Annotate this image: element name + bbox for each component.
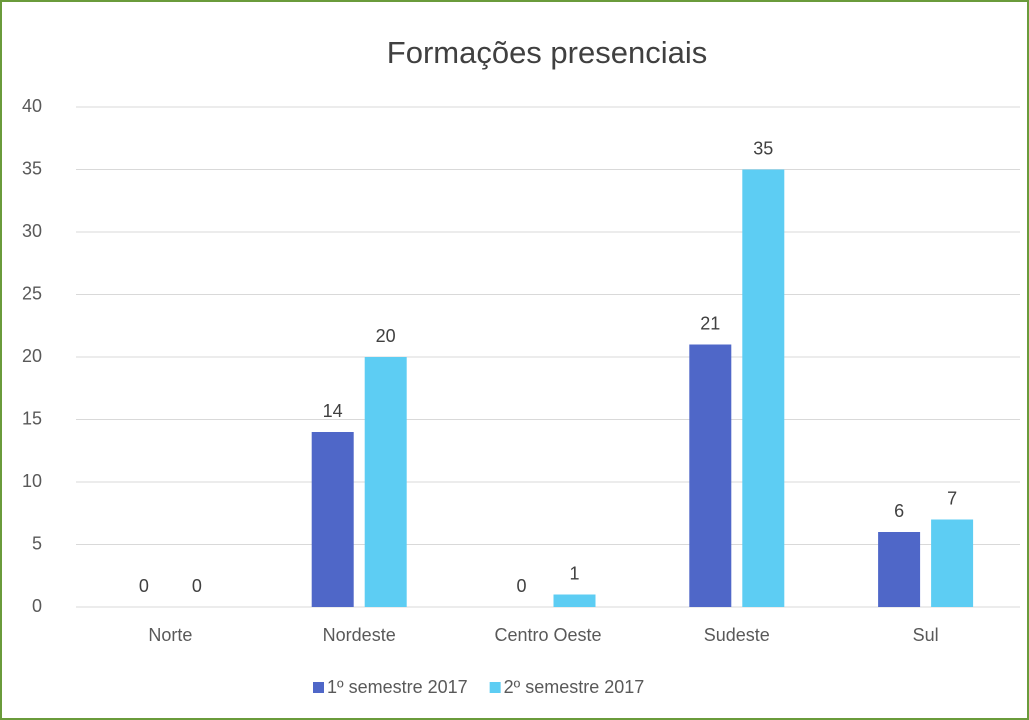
- data-label: 0: [192, 576, 202, 596]
- y-tick-label: 10: [22, 471, 42, 491]
- chart-title: Formações presenciais: [387, 35, 707, 70]
- y-tick-label: 35: [22, 158, 42, 178]
- data-label: 1: [569, 563, 579, 583]
- data-label: 20: [376, 326, 396, 346]
- bar: [878, 532, 921, 607]
- y-tick-label: 0: [32, 596, 42, 616]
- data-label: 0: [139, 576, 149, 596]
- bar: [689, 344, 732, 607]
- x-tick-label: Centro Oeste: [494, 625, 601, 645]
- y-tick-label: 40: [22, 96, 42, 116]
- x-tick-label: Norte: [148, 625, 192, 645]
- legend-swatch: [313, 682, 324, 693]
- data-label: 6: [894, 501, 904, 521]
- bar: [553, 594, 596, 607]
- legend-label: 2º semestre 2017: [504, 677, 645, 697]
- data-label: 7: [947, 488, 957, 508]
- data-label: 21: [700, 313, 720, 333]
- y-tick-label: 5: [32, 533, 42, 553]
- y-tick-label: 25: [22, 283, 42, 303]
- data-label: 14: [323, 401, 343, 421]
- bar: [931, 519, 974, 607]
- bar: [742, 169, 785, 607]
- y-tick-label: 15: [22, 408, 42, 428]
- data-label: 35: [753, 138, 773, 158]
- y-tick-label: 20: [22, 346, 42, 366]
- x-tick-label: Sul: [913, 625, 939, 645]
- bar: [311, 432, 354, 607]
- legend-swatch: [489, 682, 501, 693]
- y-tick-label: 30: [22, 221, 42, 241]
- legend-label: 1º semestre 2017: [327, 677, 468, 697]
- data-label: 0: [516, 576, 526, 596]
- x-tick-label: Sudeste: [704, 625, 770, 645]
- x-tick-label: Nordeste: [323, 625, 396, 645]
- bar: [364, 357, 407, 607]
